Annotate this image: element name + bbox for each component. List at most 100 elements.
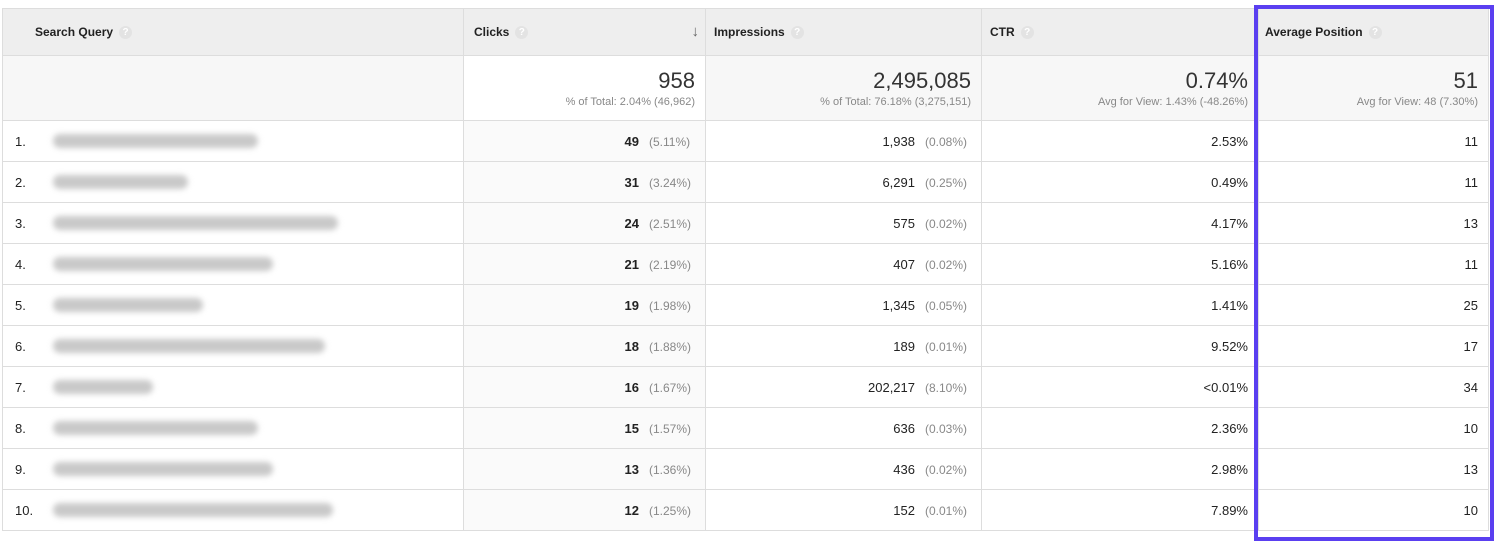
ctr-cell: 2.36% bbox=[981, 407, 1259, 449]
impressions-cell: 407 (0.02%) bbox=[705, 243, 982, 285]
ctr-cell: 5.16% bbox=[981, 243, 1259, 285]
clicks-cell: 31 (3.24%) bbox=[463, 161, 706, 203]
help-icon[interactable]: ? bbox=[1368, 26, 1382, 40]
table-row[interactable]: 7. 16 (1.67%) 202,217 (8.10%) <0.01% 34 bbox=[2, 366, 1489, 408]
clicks-cell: 49 (5.11%) bbox=[463, 120, 706, 162]
header-label: Search Query bbox=[35, 24, 114, 39]
clicks-percent: (1.88%) bbox=[649, 339, 692, 354]
clicks-percent: (1.36%) bbox=[649, 462, 692, 477]
blurred-query-text bbox=[53, 503, 333, 517]
clicks-value: 16 bbox=[624, 379, 639, 395]
impressions-value: 575 bbox=[893, 215, 915, 231]
row-index: 3. bbox=[15, 215, 26, 231]
query-cell[interactable]: 2. bbox=[2, 161, 464, 203]
average-position-value: 10 bbox=[1463, 502, 1478, 518]
average-position-cell: 11 bbox=[1258, 161, 1489, 203]
average-position-value: 25 bbox=[1463, 297, 1478, 313]
total-sub: Avg for View: 48 (7.30%) bbox=[1356, 96, 1478, 108]
header-label: Clicks bbox=[474, 24, 510, 39]
query-cell[interactable]: 3. bbox=[2, 202, 464, 244]
average-position-value: 34 bbox=[1463, 379, 1478, 395]
query-cell[interactable]: 8. bbox=[2, 407, 464, 449]
impressions-value: 6,291 bbox=[882, 174, 915, 190]
query-cell[interactable]: 6. bbox=[2, 325, 464, 367]
table-row[interactable]: 1. 49 (5.11%) 1,938 (0.08%) 2.53% 11 bbox=[2, 120, 1489, 162]
impressions-percent: (8.10%) bbox=[925, 380, 968, 395]
average-position-value: 13 bbox=[1463, 215, 1478, 231]
impressions-percent: (0.02%) bbox=[925, 257, 968, 272]
impressions-cell: 202,217 (8.10%) bbox=[705, 366, 982, 408]
table-row[interactable]: 6. 18 (1.88%) 189 (0.01%) 9.52% 17 bbox=[2, 325, 1489, 367]
impressions-percent: (0.02%) bbox=[925, 462, 968, 477]
header-label: CTR bbox=[990, 24, 1015, 39]
table-row[interactable]: 5. 19 (1.98%) 1,345 (0.05%) 1.41% 25 bbox=[2, 284, 1489, 326]
header-average-position[interactable]: Average Position? bbox=[1258, 8, 1489, 56]
clicks-cell: 12 (1.25%) bbox=[463, 489, 706, 531]
blurred-query-text bbox=[53, 175, 188, 189]
total-value: 2,495,085 bbox=[873, 68, 971, 93]
impressions-cell: 636 (0.03%) bbox=[705, 407, 982, 449]
clicks-value: 31 bbox=[624, 174, 639, 190]
help-icon[interactable]: ? bbox=[1020, 26, 1034, 40]
row-index: 1. bbox=[15, 133, 26, 149]
query-cell[interactable]: 1. bbox=[2, 120, 464, 162]
ctr-cell: 7.89% bbox=[981, 489, 1259, 531]
table-row[interactable]: 4. 21 (2.19%) 407 (0.02%) 5.16% 11 bbox=[2, 243, 1489, 285]
total-value: 0.74% bbox=[1185, 68, 1248, 93]
search-query-table: Search Query? Clicks? ↓ Impressions? CTR?… bbox=[2, 8, 1489, 531]
impressions-cell: 152 (0.01%) bbox=[705, 489, 982, 531]
clicks-value: 19 bbox=[624, 297, 639, 313]
ctr-value: 2.53% bbox=[1211, 133, 1248, 149]
average-position-cell: 34 bbox=[1258, 366, 1489, 408]
clicks-cell: 19 (1.98%) bbox=[463, 284, 706, 326]
query-cell[interactable]: 9. bbox=[2, 448, 464, 490]
totals-clicks: 958 % of Total: 2.04% (46,962) bbox=[463, 55, 706, 121]
total-sub: % of Total: 76.18% (3,275,151) bbox=[820, 96, 971, 108]
impressions-percent: (0.02%) bbox=[925, 216, 968, 231]
table-row[interactable]: 2. 31 (3.24%) 6,291 (0.25%) 0.49% 11 bbox=[2, 161, 1489, 203]
query-cell[interactable]: 10. bbox=[2, 489, 464, 531]
query-cell[interactable]: 4. bbox=[2, 243, 464, 285]
impressions-percent: (0.01%) bbox=[925, 339, 968, 354]
row-index: 9. bbox=[15, 461, 26, 477]
ctr-value: 2.36% bbox=[1211, 420, 1248, 436]
ctr-value: 9.52% bbox=[1211, 338, 1248, 354]
header-impressions[interactable]: Impressions? bbox=[705, 8, 982, 56]
help-icon[interactable]: ? bbox=[515, 26, 529, 40]
average-position-cell: 13 bbox=[1258, 448, 1489, 490]
help-icon[interactable]: ? bbox=[790, 26, 804, 40]
ctr-cell: <0.01% bbox=[981, 366, 1259, 408]
clicks-cell: 13 (1.36%) bbox=[463, 448, 706, 490]
clicks-percent: (5.11%) bbox=[649, 134, 691, 149]
impressions-percent: (0.03%) bbox=[925, 421, 968, 436]
row-index: 4. bbox=[15, 256, 26, 272]
clicks-percent: (1.98%) bbox=[649, 298, 692, 313]
header-clicks[interactable]: Clicks? ↓ bbox=[463, 8, 706, 56]
clicks-percent: (1.25%) bbox=[649, 503, 692, 518]
row-index: 7. bbox=[15, 379, 26, 395]
clicks-cell: 18 (1.88%) bbox=[463, 325, 706, 367]
table-row[interactable]: 10. 12 (1.25%) 152 (0.01%) 7.89% 10 bbox=[2, 489, 1489, 531]
ctr-value: 0.49% bbox=[1211, 174, 1248, 190]
average-position-highlight-box bbox=[1254, 5, 1494, 541]
query-cell[interactable]: 5. bbox=[2, 284, 464, 326]
clicks-percent: (1.67%) bbox=[649, 380, 692, 395]
clicks-value: 15 bbox=[624, 420, 639, 436]
blurred-query-text bbox=[53, 134, 258, 148]
impressions-percent: (0.01%) bbox=[925, 503, 968, 518]
totals-average-position: 51 Avg for View: 48 (7.30%) bbox=[1258, 55, 1489, 121]
query-cell[interactable]: 7. bbox=[2, 366, 464, 408]
ctr-cell: 2.98% bbox=[981, 448, 1259, 490]
clicks-value: 13 bbox=[624, 461, 639, 477]
header-label: Impressions bbox=[714, 24, 785, 39]
table-row[interactable]: 3. 24 (2.51%) 575 (0.02%) 4.17% 13 bbox=[2, 202, 1489, 244]
ctr-value: 7.89% bbox=[1211, 502, 1248, 518]
impressions-value: 636 bbox=[893, 420, 915, 436]
header-ctr[interactable]: CTR? bbox=[981, 8, 1259, 56]
header-search-query[interactable]: Search Query? bbox=[2, 8, 464, 56]
clicks-value: 21 bbox=[624, 256, 639, 272]
help-icon[interactable]: ? bbox=[119, 26, 133, 40]
sort-descending-icon[interactable]: ↓ bbox=[691, 23, 700, 40]
impressions-value: 407 bbox=[893, 256, 915, 272]
impressions-value: 202,217 bbox=[868, 379, 915, 395]
